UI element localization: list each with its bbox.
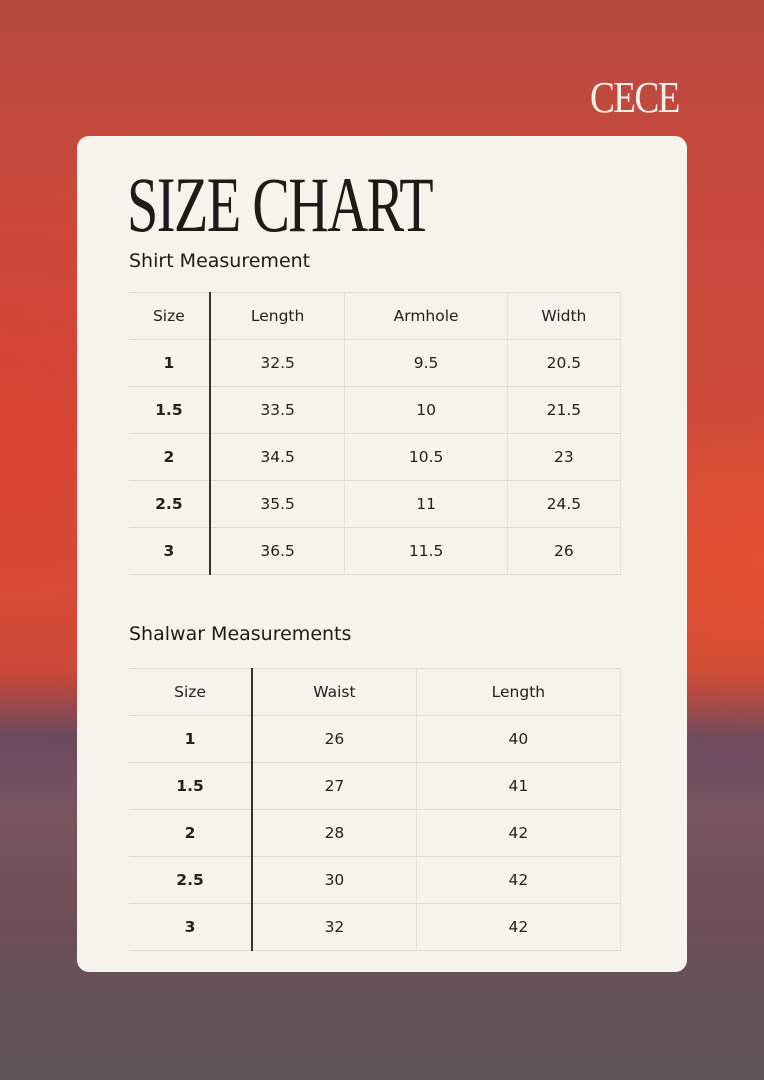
table-row: 2.5 35.5 11 24.5: [129, 480, 622, 528]
shalwar-heading: Shalwar Measurements: [129, 623, 352, 645]
table-header-row: Size Waist Length: [129, 668, 622, 716]
column-header: Armhole: [344, 292, 508, 340]
shalwar-table: Size Waist Length 1 26 40 1.5 27 41 2 28 42 2.5 30 42 3…: [129, 668, 622, 951]
table-cell: 42: [416, 809, 622, 857]
column-header: Width: [507, 292, 622, 340]
table-cell: 2: [129, 809, 254, 857]
column-header: Waist: [252, 668, 417, 716]
table-cell: 26: [252, 715, 417, 763]
table-cell: 42: [416, 903, 622, 951]
table-cell: 10: [344, 386, 508, 434]
table-cell: 3: [129, 903, 254, 951]
column-header: Size: [129, 668, 254, 716]
table-cell: 40: [416, 715, 622, 763]
table-cell: 28: [252, 809, 417, 857]
table-row: 2.5 30 42: [129, 856, 622, 904]
table-row: 1 32.5 9.5 20.5: [129, 339, 622, 387]
table-cell: 41: [416, 762, 622, 810]
shirt-heading: Shirt Measurement: [129, 250, 311, 272]
table-cell: 33.5: [209, 386, 346, 434]
table-row: 2 34.5 10.5 23: [129, 433, 622, 481]
table-cell: 36.5: [209, 527, 346, 575]
table-cell: 1: [129, 715, 254, 763]
table-row: 1.5 27 41: [129, 762, 622, 810]
table-cell: 1: [129, 339, 211, 387]
table-cell: 35.5: [209, 480, 346, 528]
table-cell: 9.5: [344, 339, 508, 387]
shirt-table: Size Length Armhole Width 1 32.5 9.5 20.5 1.5 33.…: [129, 292, 622, 575]
column-header: Length: [416, 668, 622, 716]
table-cell: 30: [252, 856, 417, 904]
size-chart-card: SIZE CHART Shirt Measurement Size Length A…: [77, 136, 687, 972]
table-cell: 23: [507, 433, 622, 481]
table-cell: 11: [344, 480, 508, 528]
table-cell: 1.5: [129, 762, 254, 810]
page-title: SIZE CHART: [127, 161, 434, 248]
table-cell: 32: [252, 903, 417, 951]
table-cell: 2: [129, 433, 211, 481]
table-row: 1.5 33.5 10 21.5: [129, 386, 622, 434]
table-cell: 21.5: [507, 386, 622, 434]
table-cell: 11.5: [344, 527, 508, 575]
table-cell: 42: [416, 856, 622, 904]
table-cell: 1.5: [129, 386, 211, 434]
table-row: 3 32 42: [129, 903, 622, 951]
table-row: 3 36.5 11.5 26: [129, 527, 622, 575]
table-cell: 2.5: [129, 856, 254, 904]
table-cell: 24.5: [507, 480, 622, 528]
table-header-row: Size Length Armhole Width: [129, 292, 622, 340]
brand-logo: CECE: [590, 73, 680, 122]
table-cell: 3: [129, 527, 211, 575]
table-cell: 32.5: [209, 339, 346, 387]
table-row: 1 26 40: [129, 715, 622, 763]
table-cell: 34.5: [209, 433, 346, 481]
table-row: 2 28 42: [129, 809, 622, 857]
table-cell: 26: [507, 527, 622, 575]
table-cell: 10.5: [344, 433, 508, 481]
table-cell: 20.5: [507, 339, 622, 387]
column-header: Length: [209, 292, 346, 340]
table-cell: 27: [252, 762, 417, 810]
table-cell: 2.5: [129, 480, 211, 528]
column-header: Size: [129, 292, 211, 340]
